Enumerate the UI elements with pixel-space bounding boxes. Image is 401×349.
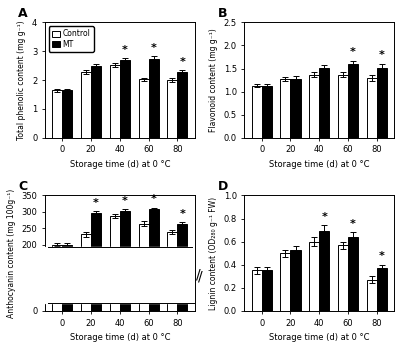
Bar — [81, 72, 91, 138]
Text: C: C — [18, 180, 27, 193]
Y-axis label: Lignin content (OD₂₈₀ g⁻¹ FW): Lignin content (OD₂₈₀ g⁻¹ FW) — [209, 196, 218, 310]
Bar — [367, 78, 377, 138]
Bar — [367, 280, 377, 311]
Bar — [149, 59, 159, 138]
Bar — [309, 242, 319, 311]
Text: *: * — [180, 57, 185, 67]
Bar — [91, 66, 101, 138]
Bar — [319, 231, 329, 311]
Bar — [167, 80, 177, 138]
Bar — [91, 213, 101, 311]
X-axis label: Storage time (d) at 0 °C: Storage time (d) at 0 °C — [69, 160, 170, 169]
Bar — [120, 60, 130, 138]
Bar — [138, 223, 149, 311]
Text: *: * — [151, 43, 156, 53]
Text: *: * — [379, 251, 385, 261]
Y-axis label: Flavonoid content (mg g⁻¹): Flavonoid content (mg g⁻¹) — [209, 28, 218, 132]
Text: /: / — [196, 268, 201, 282]
Bar — [81, 235, 91, 311]
Text: *: * — [321, 212, 327, 222]
Bar — [252, 86, 262, 138]
Bar — [177, 224, 187, 311]
Bar — [348, 237, 358, 311]
Y-axis label: Total phenolic content (mg g⁻¹): Total phenolic content (mg g⁻¹) — [18, 20, 26, 140]
Bar — [149, 209, 159, 311]
Bar — [262, 86, 272, 138]
Bar — [177, 72, 187, 138]
Bar — [262, 270, 272, 311]
Text: *: * — [350, 47, 356, 57]
Text: A: A — [18, 7, 28, 20]
Bar — [110, 216, 120, 311]
Bar — [309, 75, 319, 138]
Bar — [110, 65, 120, 138]
Bar — [280, 79, 290, 138]
Bar — [62, 245, 72, 311]
Bar — [319, 68, 329, 138]
Bar — [138, 80, 149, 138]
Bar — [348, 64, 358, 138]
Text: *: * — [151, 194, 156, 204]
Bar — [120, 211, 130, 311]
Bar — [290, 250, 301, 311]
Text: /: / — [198, 270, 202, 284]
Bar — [338, 245, 348, 311]
Text: *: * — [379, 51, 385, 60]
Text: *: * — [122, 196, 128, 206]
Bar — [252, 270, 262, 311]
Bar — [290, 79, 301, 138]
Text: B: B — [217, 7, 227, 20]
X-axis label: Storage time (d) at 0 °C: Storage time (d) at 0 °C — [269, 160, 369, 169]
Text: *: * — [93, 198, 99, 208]
Bar — [62, 90, 72, 138]
Bar — [377, 68, 387, 138]
Text: *: * — [180, 209, 185, 219]
Text: D: D — [217, 180, 228, 193]
Bar — [338, 75, 348, 138]
Y-axis label: Anthocyanin content (mg 100g⁻¹): Anthocyanin content (mg 100g⁻¹) — [7, 188, 16, 318]
Bar — [52, 90, 62, 138]
Bar — [45, 247, 194, 303]
X-axis label: Storage time (d) at 0 °C: Storage time (d) at 0 °C — [269, 333, 369, 342]
Bar — [280, 253, 290, 311]
Legend: Control, MT: Control, MT — [49, 26, 93, 52]
Text: *: * — [122, 45, 128, 55]
Bar — [167, 232, 177, 311]
X-axis label: Storage time (d) at 0 °C: Storage time (d) at 0 °C — [69, 333, 170, 342]
Bar — [52, 245, 62, 311]
Bar — [377, 268, 387, 311]
Text: *: * — [350, 219, 356, 229]
